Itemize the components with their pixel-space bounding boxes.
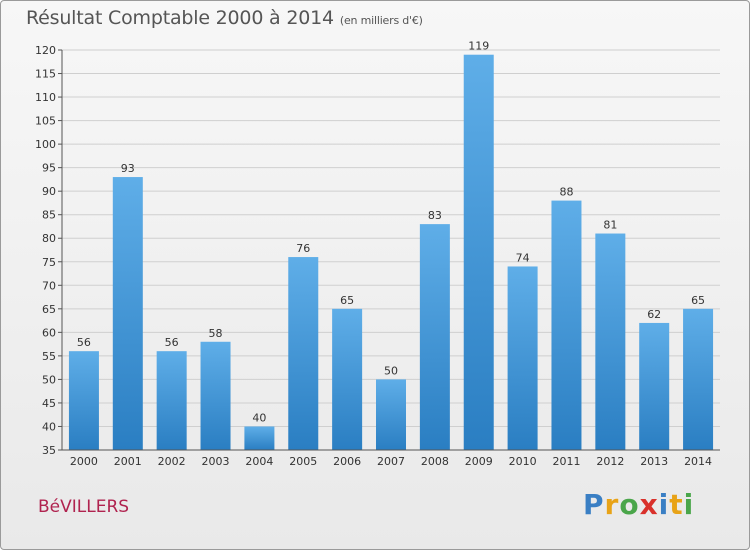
y-tick-label: 50 bbox=[42, 373, 56, 386]
y-tick-label: 55 bbox=[42, 350, 56, 363]
y-tick-label: 70 bbox=[42, 279, 56, 292]
y-tick-label: 40 bbox=[42, 420, 56, 433]
value-label-2001: 93 bbox=[121, 162, 135, 175]
logo-letter: r bbox=[604, 488, 620, 521]
logo-letter: i bbox=[658, 488, 670, 521]
y-tick-label: 65 bbox=[42, 303, 56, 316]
chart-title-text: Résultat Comptable 2000 à 2014 bbox=[26, 7, 334, 29]
value-label-2004: 40 bbox=[252, 411, 266, 424]
logo-letter: x bbox=[639, 488, 659, 521]
bar-2010 bbox=[507, 266, 538, 450]
y-tick-label: 100 bbox=[35, 138, 56, 151]
y-tick-label: 115 bbox=[35, 68, 56, 81]
x-tick-label-2009: 2009 bbox=[465, 455, 493, 468]
x-tick-label-2008: 2008 bbox=[421, 455, 449, 468]
logo-letter: P bbox=[583, 488, 605, 521]
x-tick-label-2011: 2011 bbox=[552, 455, 580, 468]
bar-2004 bbox=[244, 426, 275, 450]
logo-letter: i bbox=[683, 488, 695, 521]
y-tick-label: 45 bbox=[42, 397, 56, 410]
x-tick-label-2003: 2003 bbox=[202, 455, 230, 468]
logo-letter: o bbox=[619, 488, 640, 521]
chart-title: Résultat Comptable 2000 à 2014 (en millie… bbox=[26, 7, 423, 29]
value-label-2013: 62 bbox=[647, 308, 661, 321]
x-tick-label-2013: 2013 bbox=[640, 455, 668, 468]
bar-2013 bbox=[639, 322, 670, 450]
x-tick-label-2005: 2005 bbox=[289, 455, 317, 468]
bar-2002 bbox=[156, 351, 187, 450]
chart-subtitle: (en milliers d'€) bbox=[339, 14, 423, 27]
logo-letter: t bbox=[669, 488, 684, 521]
value-label-2003: 58 bbox=[209, 327, 223, 340]
y-tick-label: 60 bbox=[42, 326, 56, 339]
value-label-2006: 65 bbox=[340, 294, 354, 307]
bar-2011 bbox=[551, 200, 582, 450]
bar-2001 bbox=[112, 177, 143, 450]
bar-2000 bbox=[68, 351, 99, 450]
value-label-2005: 76 bbox=[296, 242, 310, 255]
y-tick-label: 80 bbox=[42, 232, 56, 245]
y-tick-label: 85 bbox=[42, 209, 56, 222]
value-label-2010: 74 bbox=[516, 251, 530, 264]
bar-2012 bbox=[595, 233, 626, 450]
bar-2003 bbox=[200, 341, 231, 450]
y-tick-label: 90 bbox=[42, 185, 56, 198]
y-tick-label: 105 bbox=[35, 115, 56, 128]
bar-2014 bbox=[683, 308, 714, 450]
x-tick-label-2002: 2002 bbox=[158, 455, 186, 468]
value-label-2002: 56 bbox=[165, 336, 179, 349]
value-label-2007: 50 bbox=[384, 364, 398, 377]
bar-2008 bbox=[419, 224, 450, 450]
x-tick-label-2001: 2001 bbox=[114, 455, 142, 468]
x-tick-label-2014: 2014 bbox=[684, 455, 712, 468]
y-tick-label: 120 bbox=[35, 44, 56, 57]
value-label-2000: 56 bbox=[77, 336, 91, 349]
x-tick-label-2004: 2004 bbox=[245, 455, 273, 468]
x-tick-label-2000: 2000 bbox=[70, 455, 98, 468]
bar-2009 bbox=[463, 54, 494, 451]
proxiti-logo: Proxiti bbox=[583, 488, 694, 521]
x-tick-label-2007: 2007 bbox=[377, 455, 405, 468]
bar-2006 bbox=[332, 308, 363, 450]
y-tick-label: 35 bbox=[42, 444, 56, 457]
x-tick-label-2012: 2012 bbox=[596, 455, 624, 468]
y-tick-label: 110 bbox=[35, 91, 56, 104]
value-label-2012: 81 bbox=[603, 219, 617, 232]
x-tick-label-2010: 2010 bbox=[509, 455, 537, 468]
y-tick-label: 75 bbox=[42, 256, 56, 269]
value-label-2014: 65 bbox=[691, 294, 705, 307]
bar-2005 bbox=[288, 257, 319, 450]
bar-2007 bbox=[376, 379, 406, 450]
commune-name: BéVILLERS bbox=[38, 497, 130, 517]
value-label-2009: 119 bbox=[468, 40, 489, 53]
y-tick-label: 95 bbox=[42, 162, 56, 175]
x-tick-label-2006: 2006 bbox=[333, 455, 361, 468]
value-label-2008: 83 bbox=[428, 209, 442, 222]
value-label-2011: 88 bbox=[559, 186, 573, 199]
